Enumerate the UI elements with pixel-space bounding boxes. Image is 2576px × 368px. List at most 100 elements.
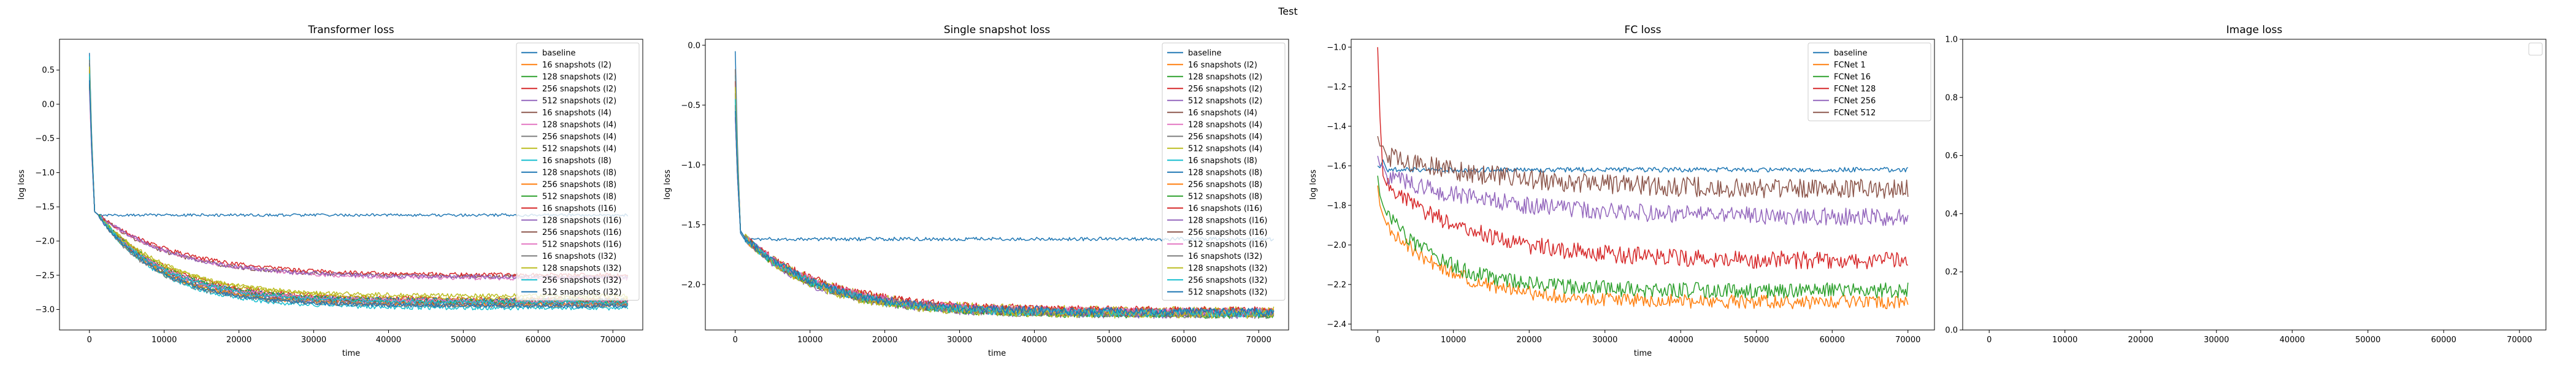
- x-tick-label: 60000: [1820, 335, 1845, 345]
- series-group: [1377, 47, 1909, 310]
- x-tick-label: 40000: [2280, 335, 2305, 345]
- y-tick-label: −2.4: [1327, 320, 1346, 329]
- series-line: [1377, 185, 1909, 310]
- legend: [2528, 42, 2543, 56]
- y-tick-label: −2.0: [1327, 241, 1346, 250]
- x-tick-label: 10000: [1441, 335, 1466, 345]
- series-group: [735, 51, 1275, 320]
- legend-label: 16 snapshots (l32): [542, 252, 616, 261]
- legend-label: 16 snapshots (l2): [1188, 61, 1257, 70]
- legend-label: FCNet 16: [1834, 72, 1871, 82]
- legend-box: [2528, 42, 2543, 56]
- legend-label: 128 snapshots (l8): [542, 168, 616, 177]
- legend-label: 256 snapshots (l8): [1188, 180, 1262, 190]
- y-tick-label: −2.2: [1327, 280, 1346, 289]
- x-tick-label: 50000: [2355, 335, 2380, 345]
- y-tick-label: −1.0: [681, 161, 700, 170]
- legend-label: 256 snapshots (l32): [542, 276, 621, 285]
- x-tick-label: 0: [733, 335, 738, 345]
- y-tick-label: 0.2: [1945, 268, 1958, 277]
- y-tick-label: 0.0: [1945, 326, 1958, 335]
- legend-label: 512 snapshots (l8): [542, 192, 616, 201]
- legend-label: 16 snapshots (l16): [542, 204, 616, 213]
- x-tick-label: 60000: [1171, 335, 1197, 345]
- legend-label: 256 snapshots (l16): [1188, 228, 1267, 237]
- x-tick-label: 50000: [1744, 335, 1769, 345]
- y-tick-label: −3.0: [35, 305, 55, 315]
- x-tick-label: 70000: [1895, 335, 1920, 345]
- legend-label: 512 snapshots (l2): [542, 96, 616, 105]
- legend-label: 512 snapshots (l4): [542, 144, 616, 153]
- x-axis-label: time: [342, 349, 360, 358]
- legend-label: 16 snapshots (l4): [542, 109, 611, 118]
- x-tick-label: 0: [1987, 335, 1991, 345]
- legend-label: 128 snapshots (l2): [542, 72, 616, 82]
- series-line: [735, 110, 1275, 316]
- legend: baseline 16 snapshots (l2) 128 snapshots (…: [1162, 42, 1286, 301]
- chart-fc: FC loss 0 10000 20000 30000 40000 50000 60000 70…: [1309, 24, 1935, 358]
- y-tick-label: −1.5: [35, 203, 55, 212]
- series-line: [1377, 156, 1909, 226]
- y-tick-label: −1.5: [681, 221, 700, 230]
- series-line: [89, 73, 629, 305]
- y-tick-label: −1.8: [1327, 201, 1346, 210]
- y-tick-label: 1.0: [1945, 36, 1958, 45]
- y-tick-label: −1.6: [1327, 162, 1346, 171]
- legend-label: 512 snapshots (l2): [1188, 96, 1262, 105]
- x-tick-label: 20000: [2128, 335, 2153, 345]
- x-tick-label: 10000: [797, 335, 822, 345]
- legend-label: 256 snapshots (l16): [542, 228, 621, 237]
- chart-title: Image loss: [2226, 24, 2283, 36]
- x-tick-label: 50000: [451, 335, 476, 345]
- x-tick-label: 30000: [2204, 335, 2229, 345]
- y-tick-label: −2.5: [35, 271, 55, 280]
- legend-label: 16 snapshots (l8): [542, 156, 611, 166]
- chart-transformer: Transformer loss 0 10000 20000 30000 40000 500…: [17, 24, 643, 358]
- legend-label: 16 snapshots (l8): [1188, 156, 1257, 166]
- y-tick-label: 0.5: [42, 66, 55, 75]
- x-tick-label: 60000: [526, 335, 551, 345]
- y-tick-label: 0.0: [688, 41, 700, 50]
- y-tick-label: 0.0: [42, 100, 55, 109]
- series-line: [1377, 159, 1909, 173]
- x-tick-label: 20000: [872, 335, 897, 345]
- legend-label: 256 snapshots (l2): [1188, 85, 1262, 94]
- legend-label: 16 snapshots (l32): [1188, 252, 1262, 261]
- x-tick-label: 20000: [1517, 335, 1542, 345]
- series-line: [1377, 175, 1909, 299]
- legend-label: 256 snapshots (l32): [1188, 276, 1267, 285]
- legend-label: 16 snapshots (l16): [1188, 204, 1262, 213]
- y-tick-label: −0.5: [35, 134, 55, 144]
- chart-title: Transformer loss: [307, 24, 394, 36]
- legend-label: 128 snapshots (l8): [1188, 168, 1262, 177]
- y-tick-label: −2.0: [681, 280, 700, 289]
- chart-title: Single snapshot loss: [944, 24, 1051, 36]
- legend-box: [516, 42, 640, 301]
- chart-image: Image loss 0 10000 20000 30000 40000 50000 6000…: [1945, 24, 2547, 345]
- legend-label: 128 snapshots (l16): [542, 216, 621, 225]
- plot-frame: [1962, 39, 2547, 331]
- x-tick-label: 30000: [1592, 335, 1617, 345]
- legend-label: baseline: [1834, 48, 1867, 58]
- series-line: [89, 80, 629, 309]
- legend-label: 256 snapshots (l8): [542, 180, 616, 190]
- legend-label: FCNet 512: [1834, 109, 1876, 118]
- y-tick-label: −2.0: [35, 237, 55, 247]
- x-tick-label: 30000: [947, 335, 972, 345]
- chart-title: FC loss: [1625, 24, 1662, 36]
- series-line: [89, 59, 628, 308]
- legend-label: FCNet 128: [1834, 85, 1876, 94]
- y-axis-label: log loss: [17, 169, 26, 199]
- series-line: [1377, 136, 1909, 199]
- legend-label: 512 snapshots (l8): [1188, 192, 1262, 201]
- legend-label: FCNet 256: [1834, 96, 1876, 105]
- x-axis-label: time: [1634, 349, 1652, 358]
- x-tick-label: 70000: [1246, 335, 1271, 345]
- legend-label: FCNet 1: [1834, 61, 1866, 70]
- legend-label: 512 snapshots (l32): [1188, 288, 1267, 297]
- legend-label: 16 snapshots (l4): [1188, 109, 1257, 118]
- y-tick-label: 0.6: [1945, 151, 1958, 161]
- x-tick-label: 40000: [1022, 335, 1047, 345]
- x-tick-label: 50000: [1097, 335, 1122, 345]
